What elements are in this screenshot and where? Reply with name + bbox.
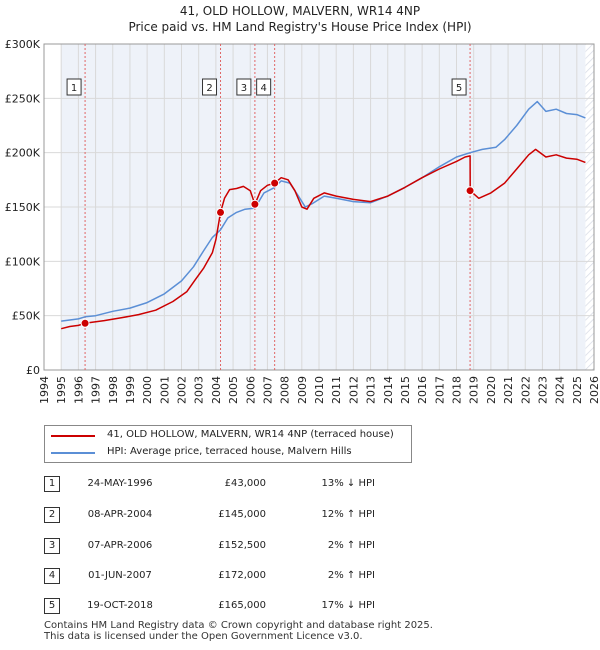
x-tick-label: 2004 [210,376,223,404]
x-tick-label: 2024 [554,376,567,404]
sale-label-box [66,78,82,96]
plot-frame [43,43,595,371]
x-tick-label: 2014 [382,376,395,404]
x-tick-label: 2012 [347,376,360,404]
transaction-hpi-diff: 13% ↓ HPI [321,478,375,489]
x-tick-label: 2006 [244,376,257,404]
transaction-date: 07-APR-2006 [87,540,153,551]
x-tick-label: 2003 [193,376,206,404]
x-tick-label: 2001 [158,376,171,404]
y-tick-label: £0 [26,364,40,377]
x-tick-label: 2010 [313,376,326,404]
sale-label-box [256,78,272,96]
x-tick-label: 2020 [485,376,498,404]
sale-label: 1 [71,83,77,94]
sale-point [270,178,280,188]
transaction-price: £152,500 [218,540,266,551]
chart-legend: 41, OLD HOLLOW, MALVERN, WR14 4NP (terra… [44,425,412,463]
x-tick-label: 2023 [536,376,549,404]
transaction-price: £165,000 [218,600,266,611]
y-tick-label: £300K [5,38,41,51]
sale-label: 5 [456,83,462,94]
x-tick-label: 2005 [227,376,240,404]
x-tick-label: 2013 [365,376,378,404]
x-tick-label: 1996 [72,376,85,404]
table-row: 4 01-JUN-2007 £172,000 2% ↑ HPI [0,566,600,586]
footer-licence: This data is licensed under the Open Gov… [44,631,363,642]
x-tick-label: 2011 [330,376,343,404]
sale-label-box [202,78,218,96]
x-tick-label: 2000 [141,376,154,404]
sale-label: 4 [260,83,266,94]
transaction-number-badge: 2 [44,507,60,523]
x-tick-label: 2025 [571,376,584,404]
y-tick-label: £150K [5,201,41,214]
sale-point [216,207,226,217]
hpi-series-line [61,100,586,322]
x-tick-label: 2007 [261,376,274,404]
transaction-price: £43,000 [224,478,266,489]
y-tick-label: £50K [12,310,41,323]
chart-title: 41, OLD HOLLOW, MALVERN, WR14 4NP [179,4,421,18]
sale-point [250,199,260,209]
sale-label: 3 [241,83,247,94]
transaction-date: 08-APR-2004 [87,509,153,520]
sale-label-box [451,78,467,96]
transaction-number-badge: 5 [44,598,60,614]
x-tick-label: 2008 [279,376,292,404]
x-tick-label: 2017 [433,376,446,404]
transaction-hpi-diff: 2% ↑ HPI [327,570,375,581]
x-tick-label: 1998 [107,376,120,404]
transaction-date: 24-MAY-1996 [87,478,153,489]
property-series-line [61,148,586,330]
x-tick-label: 2002 [176,376,189,404]
x-tick-label: 2018 [451,376,464,404]
legend-label-hpi: HPI: Average price, terraced house, Malv… [107,446,352,457]
transaction-number-badge: 3 [44,538,60,554]
sale-point [80,318,90,328]
x-tick-label: 2009 [296,376,309,404]
sale-label: 2 [206,83,212,94]
transaction-hpi-diff: 17% ↓ HPI [321,600,375,611]
y-tick-label: £100K [5,255,41,268]
table-row: 3 07-APR-2006 £152,500 2% ↑ HPI [0,536,600,556]
y-tick-label: £200K [5,147,41,160]
transaction-price: £172,000 [218,570,266,581]
x-tick-label: 2026 [588,376,600,404]
legend-label-property: 41, OLD HOLLOW, MALVERN, WR14 4NP (terra… [107,429,394,440]
transaction-number-badge: 4 [44,568,60,584]
table-row: 1 24-MAY-1996 £43,000 13% ↓ HPI [0,474,600,494]
x-tick-label: 1999 [124,376,137,404]
table-row: 5 19-OCT-2018 £165,000 17% ↓ HPI [0,596,600,616]
price-chart: £0 £50K £100K £150K £200K £250K £300K 1994 1995 1… [5,38,600,404]
x-tick-label: 2015 [399,376,412,404]
transaction-hpi-diff: 12% ↑ HPI [321,509,375,520]
y-tick-label: £250K [5,92,41,105]
table-row: 2 08-APR-2004 £145,000 12% ↑ HPI [0,505,600,525]
chart-subtitle: Price paid vs. HM Land Registry's House … [128,20,472,34]
sale-label-box [236,78,252,96]
x-tick-label: 1997 [90,376,103,404]
transaction-number-badge: 1 [44,476,60,492]
x-tick-label: 2021 [502,376,515,404]
legend-swatch-property [51,435,95,437]
x-tick-label: 2019 [468,376,481,404]
transaction-date: 19-OCT-2018 [87,600,153,611]
transaction-price: £145,000 [218,509,266,520]
transaction-date: 01-JUN-2007 [88,570,152,581]
x-tick-label: 2022 [519,376,532,404]
transaction-hpi-diff: 2% ↑ HPI [327,540,375,551]
x-tick-label: 2016 [416,376,429,404]
footer-copyright: Contains HM Land Registry data © Crown c… [44,620,433,631]
x-tick-label: 1995 [55,376,68,404]
sale-point [465,186,475,196]
legend-swatch-hpi [51,452,95,454]
x-tick-label: 1994 [38,376,51,404]
